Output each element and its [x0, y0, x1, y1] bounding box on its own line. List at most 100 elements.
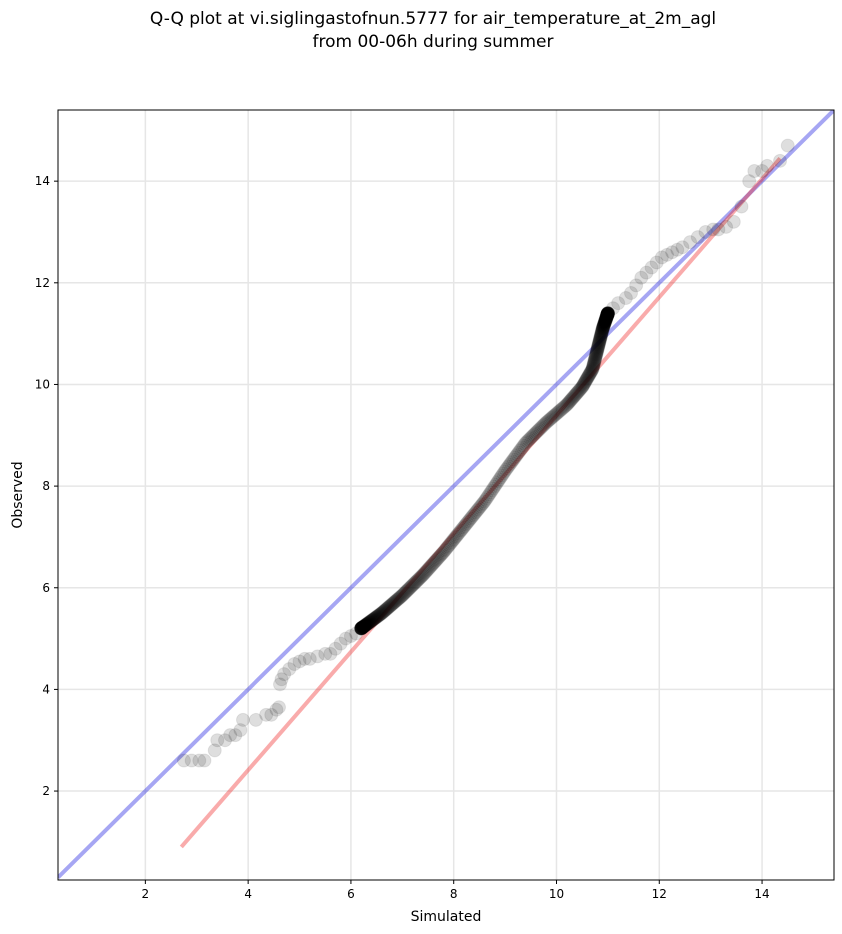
main-point — [588, 351, 603, 366]
tail-point — [354, 621, 369, 636]
main-point — [498, 462, 513, 477]
main-point — [587, 353, 602, 368]
main-point — [466, 508, 481, 523]
identity-line — [58, 110, 834, 879]
axis-ticks: 2 4 6 8 10 12 14 2 4 6 8 10 12 14 — [35, 174, 770, 901]
main-point — [596, 318, 611, 333]
main-point — [538, 416, 553, 431]
main-point — [360, 616, 375, 631]
tail-point — [675, 240, 690, 255]
main-point — [562, 394, 577, 409]
tail-point — [349, 626, 364, 641]
main-point — [593, 330, 608, 345]
main-point — [356, 620, 371, 635]
main-point — [455, 521, 470, 536]
main-point — [354, 621, 369, 636]
tail-point — [228, 728, 243, 743]
y-tick-label: 4 — [42, 682, 50, 696]
main-point — [354, 620, 369, 635]
main-point — [375, 605, 390, 620]
main-point — [600, 307, 615, 322]
main-point — [591, 339, 606, 354]
main-point — [371, 608, 386, 623]
main-point — [354, 620, 369, 635]
main-point — [376, 605, 391, 620]
y-tick-label: 14 — [35, 174, 50, 188]
main-point — [476, 496, 491, 511]
main-point — [598, 314, 613, 329]
main-point — [593, 329, 608, 344]
fit-line — [179, 156, 782, 849]
main-point — [535, 419, 550, 434]
tail-point — [665, 245, 680, 260]
tail-point — [297, 651, 312, 666]
main-point — [425, 557, 440, 572]
main-point — [439, 540, 454, 555]
tail-point — [236, 712, 251, 727]
main-point — [560, 397, 575, 412]
main-point — [396, 587, 411, 602]
main-point — [366, 612, 381, 627]
main-point — [510, 447, 525, 462]
main-point — [354, 621, 369, 636]
main-point — [587, 352, 602, 367]
main-point — [587, 355, 602, 370]
main-point — [483, 485, 498, 500]
main-point — [409, 573, 424, 588]
y-tick-label: 12 — [35, 276, 50, 290]
main-point — [596, 320, 611, 335]
main-point — [374, 606, 389, 621]
main-point — [369, 610, 384, 625]
main-point — [464, 509, 479, 524]
main-point — [356, 619, 371, 634]
main-point — [392, 590, 407, 605]
main-point — [432, 550, 447, 565]
main-point — [599, 310, 614, 325]
main-point — [390, 592, 405, 607]
main-point — [600, 306, 615, 321]
main-point — [364, 613, 379, 628]
y-tick-label: 8 — [42, 479, 50, 493]
main-point — [575, 379, 590, 394]
main-point — [467, 506, 482, 521]
main-point — [444, 535, 459, 550]
main-point — [493, 470, 508, 485]
main-point — [442, 538, 457, 553]
main-point — [588, 349, 603, 364]
main-point — [399, 584, 414, 599]
main-point — [598, 312, 613, 327]
tail-point — [659, 247, 674, 262]
main-point — [487, 479, 502, 494]
main-point — [597, 315, 612, 330]
main-point — [497, 464, 512, 479]
main-point — [365, 613, 380, 628]
main-point — [505, 454, 520, 469]
main-point — [593, 329, 608, 344]
main-point — [417, 566, 432, 581]
main-point — [362, 615, 377, 630]
main-point — [355, 620, 370, 635]
main-point — [354, 621, 369, 636]
main-point — [397, 585, 412, 600]
main-point — [572, 383, 587, 398]
tail-point — [698, 224, 713, 239]
main-point — [589, 346, 604, 361]
main-point — [363, 614, 378, 629]
tail-point — [333, 636, 348, 651]
main-point — [418, 565, 433, 580]
main-point — [576, 377, 591, 392]
main-point — [509, 449, 524, 464]
main-point — [371, 608, 386, 623]
main-point — [528, 426, 543, 441]
main-point — [405, 578, 420, 593]
x-axis-label: Simulated — [411, 909, 482, 925]
main-point — [599, 309, 614, 324]
tail-point — [634, 270, 649, 285]
main-point — [598, 313, 613, 328]
main-point — [402, 581, 417, 596]
tail-point — [271, 700, 286, 715]
grid-lines — [58, 110, 834, 880]
main-point — [565, 391, 580, 406]
main-point — [545, 409, 560, 424]
main-point — [553, 403, 568, 418]
